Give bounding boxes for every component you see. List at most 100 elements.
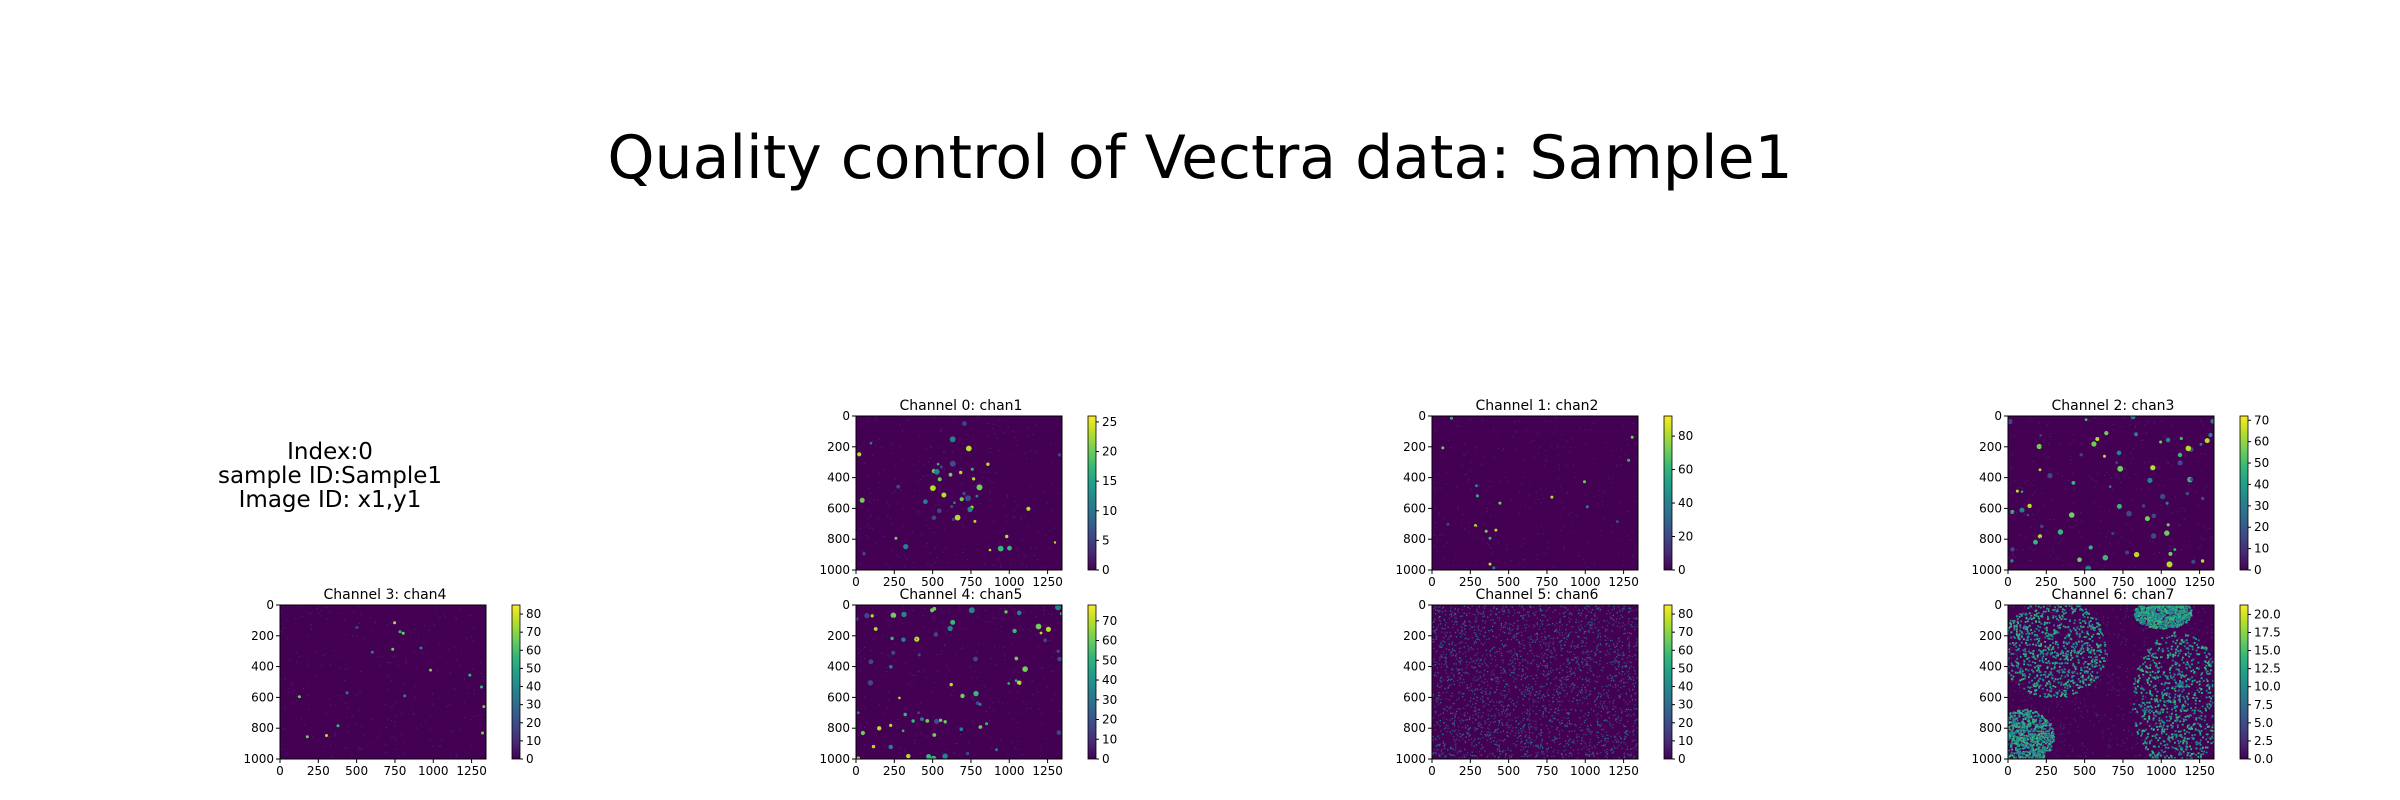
- texture-pixel: [1547, 648, 1550, 650]
- texture-pixel: [1531, 741, 1533, 744]
- y-tick-label: 400: [1403, 471, 1426, 485]
- noise-pixel: [2181, 507, 2183, 509]
- texture-pixel: [1627, 678, 1630, 680]
- texture-pixel: [2093, 724, 2095, 726]
- cell-spot: [2019, 507, 2025, 513]
- texture-pixel: [1472, 717, 1474, 720]
- texture-pixel: [1433, 631, 1435, 633]
- texture-pixel: [1579, 717, 1581, 719]
- cell-spot: [480, 685, 483, 689]
- texture-pixel: [1615, 741, 1618, 743]
- x-tick-label: 250: [2035, 575, 2058, 589]
- texture-pixel: [1585, 691, 1587, 694]
- noise-pixel: [1007, 478, 1009, 479]
- texture-pixel: [1440, 681, 1442, 683]
- noise-pixel: [2130, 452, 2132, 454]
- texture-pixel: [1443, 656, 1445, 659]
- colorbar-tick-label: 80: [1678, 607, 1693, 621]
- y-tick-label: 0: [842, 598, 850, 612]
- texture-pixel: [1634, 699, 1637, 701]
- texture-pixel: [1615, 660, 1618, 662]
- cell-spot: [2008, 419, 2013, 425]
- noise-pixel: [999, 425, 1001, 427]
- texture-pixel: [1453, 721, 1455, 723]
- noise-pixel: [288, 687, 290, 689]
- texture-pixel: [1471, 648, 1473, 651]
- texture-pixel: [1469, 734, 1471, 736]
- texture-pixel: [1601, 704, 1604, 706]
- texture-pixel: [2212, 711, 2214, 713]
- texture-pixel: [1527, 751, 1529, 753]
- texture-pixel: [2077, 681, 2079, 683]
- noise-pixel: [1515, 432, 1517, 434]
- texture-pixel: [1439, 615, 1441, 618]
- noise-pixel: [1013, 637, 1015, 639]
- x-tick-label: 500: [921, 764, 944, 778]
- texture-pixel: [1484, 669, 1486, 672]
- texture-pixel: [1558, 641, 1561, 643]
- noise-pixel: [2041, 543, 2043, 545]
- noise-pixel: [380, 732, 382, 734]
- noise-pixel: [1461, 522, 1463, 524]
- noise-pixel: [984, 563, 986, 565]
- texture-pixel: [1487, 698, 1489, 700]
- texture-pixel: [1464, 756, 1466, 758]
- texture-pixel: [1454, 650, 1456, 652]
- noise-pixel: [1007, 496, 1008, 498]
- noise-pixel: [904, 565, 906, 567]
- cell-spot: [1005, 534, 1009, 539]
- noise-pixel: [1035, 424, 1037, 426]
- texture-pixel: [1593, 745, 1596, 747]
- texture-pixel: [1466, 724, 1469, 727]
- cell-spot: [942, 753, 948, 759]
- noise-pixel: [1442, 534, 1444, 535]
- noise-pixel: [934, 619, 936, 621]
- texture-pixel: [1452, 747, 1454, 750]
- texture-pixel: [1482, 615, 1484, 618]
- texture-pixel: [1625, 736, 1627, 738]
- texture-pixel: [2182, 637, 2184, 639]
- noise-pixel: [1440, 487, 1442, 489]
- texture-pixel: [2111, 679, 2113, 681]
- texture-pixel: [1627, 623, 1629, 625]
- noise-pixel: [1058, 711, 1060, 712]
- noise-pixel: [1027, 435, 1029, 437]
- noise-pixel: [470, 719, 472, 720]
- texture-pixel: [1613, 699, 1615, 701]
- texture-pixel: [1611, 677, 1614, 680]
- noise-pixel: [2075, 525, 2077, 526]
- texture-pixel: [1542, 659, 1545, 661]
- noise-pixel: [1007, 633, 1009, 635]
- noise-pixel: [1558, 464, 1560, 466]
- texture-pixel: [1458, 672, 1460, 674]
- texture-pixel: [1504, 686, 1506, 688]
- noise-pixel: [338, 668, 340, 670]
- texture-pixel: [1568, 617, 1570, 619]
- channel-6-image: [2008, 605, 2214, 759]
- texture-pixel: [2144, 739, 2146, 741]
- cell-spot: [934, 718, 940, 725]
- noise-pixel: [2036, 536, 2038, 538]
- cell-spot: [2147, 477, 2153, 483]
- texture-pixel: [1559, 620, 1561, 622]
- texture-pixel: [2168, 713, 2170, 716]
- noise-pixel: [1051, 656, 1053, 658]
- texture-pixel: [1494, 743, 1496, 745]
- texture-pixel: [1618, 735, 1621, 737]
- noise-pixel: [995, 617, 997, 619]
- texture-pixel: [1460, 647, 1462, 649]
- texture-pixel: [1477, 626, 1479, 628]
- texture-pixel: [1546, 663, 1548, 665]
- texture-pixel: [1596, 637, 1598, 639]
- texture-pixel: [1586, 660, 1588, 662]
- texture-pixel: [1501, 659, 1503, 661]
- texture-pixel: [1553, 695, 1556, 697]
- noise-pixel: [996, 628, 998, 630]
- texture-pixel: [2156, 630, 2158, 632]
- texture-pixel: [1485, 638, 1488, 641]
- noise-pixel: [1060, 614, 1062, 616]
- noise-pixel: [916, 641, 918, 643]
- noise-pixel: [2181, 432, 2183, 434]
- texture-pixel: [2199, 707, 2201, 709]
